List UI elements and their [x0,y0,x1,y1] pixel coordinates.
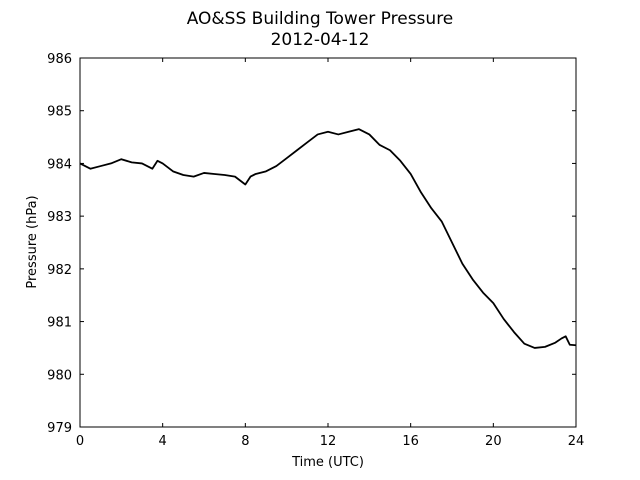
x-tick-label: 4 [159,434,167,449]
x-tick-label: 16 [402,434,419,449]
plot-frame [79,57,577,428]
chart-title: AO&SS Building Tower Pressure [187,9,454,29]
axis-ticks: 0 4 8 12 16 20 24 979 980 981 982 983 984 985 986 [47,52,584,449]
x-tick-label: 12 [320,434,337,449]
y-tick-label: 979 [47,421,72,436]
chart-subtitle: 2012-04-12 [271,30,370,50]
y-tick-label: 984 [47,157,72,172]
y-tick-label: 980 [47,368,72,383]
y-tick-label: 982 [47,263,72,278]
y-tick-label: 986 [47,52,72,67]
x-tick-label: 20 [485,434,502,449]
y-tick-label: 985 [47,105,72,120]
pressure-line [79,128,577,349]
x-tick-label: 24 [568,434,585,449]
series-layer [79,128,577,349]
y-tick-label: 981 [47,316,72,331]
x-tick-label: 8 [241,434,249,449]
x-axis-label: Time (UTC) [291,455,364,470]
y-tick-label: 983 [47,210,72,225]
y-axis-label: Pressure (hPa) [25,195,40,288]
x-tick-label: 0 [76,434,84,449]
